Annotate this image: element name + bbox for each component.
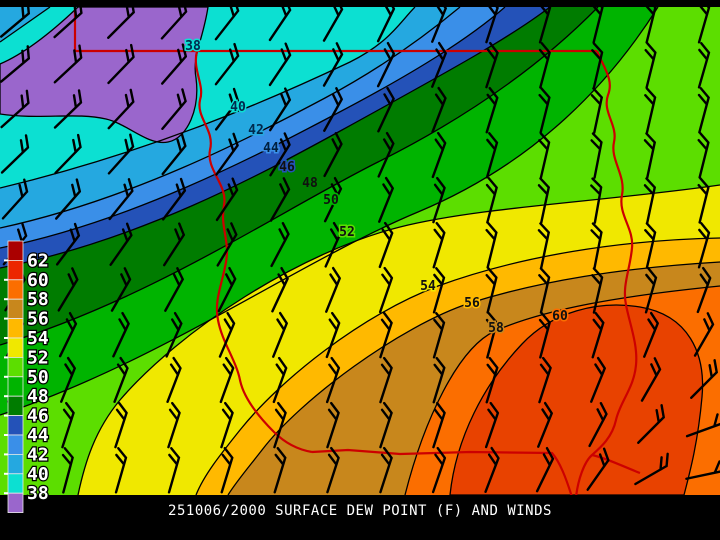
map-caption: 251006/2000 SURFACE DEW POINT (F) AND WI…	[168, 503, 552, 519]
svg-text:42: 42	[27, 444, 49, 465]
svg-text:60: 60	[27, 270, 49, 291]
svg-text:58: 58	[488, 321, 504, 336]
svg-text:44: 44	[263, 141, 279, 156]
svg-text:54: 54	[420, 279, 436, 294]
svg-text:56: 56	[464, 296, 480, 311]
svg-text:50: 50	[323, 193, 339, 208]
svg-text:62: 62	[27, 250, 49, 271]
svg-text:42: 42	[248, 123, 264, 138]
svg-text:50: 50	[27, 367, 49, 388]
svg-text:48: 48	[302, 176, 318, 191]
svg-text:46: 46	[279, 160, 295, 175]
svg-text:44: 44	[27, 425, 49, 446]
svg-text:40: 40	[230, 100, 246, 115]
dewpoint-filled-contours	[0, 7, 720, 495]
svg-text:38: 38	[27, 483, 49, 504]
svg-text:56: 56	[27, 309, 49, 330]
svg-text:52: 52	[339, 225, 355, 240]
svg-text:58: 58	[27, 289, 49, 310]
contour-lines	[0, 7, 720, 495]
svg-text:40: 40	[27, 464, 49, 485]
svg-text:46: 46	[27, 406, 49, 427]
wind-barbs	[0, 7, 720, 494]
svg-text:60: 60	[552, 309, 568, 324]
svg-text:38: 38	[185, 39, 201, 54]
svg-text:54: 54	[27, 328, 49, 349]
state-border-lines	[73, 7, 641, 495]
svg-text:48: 48	[27, 386, 49, 407]
svg-text:52: 52	[27, 347, 49, 368]
